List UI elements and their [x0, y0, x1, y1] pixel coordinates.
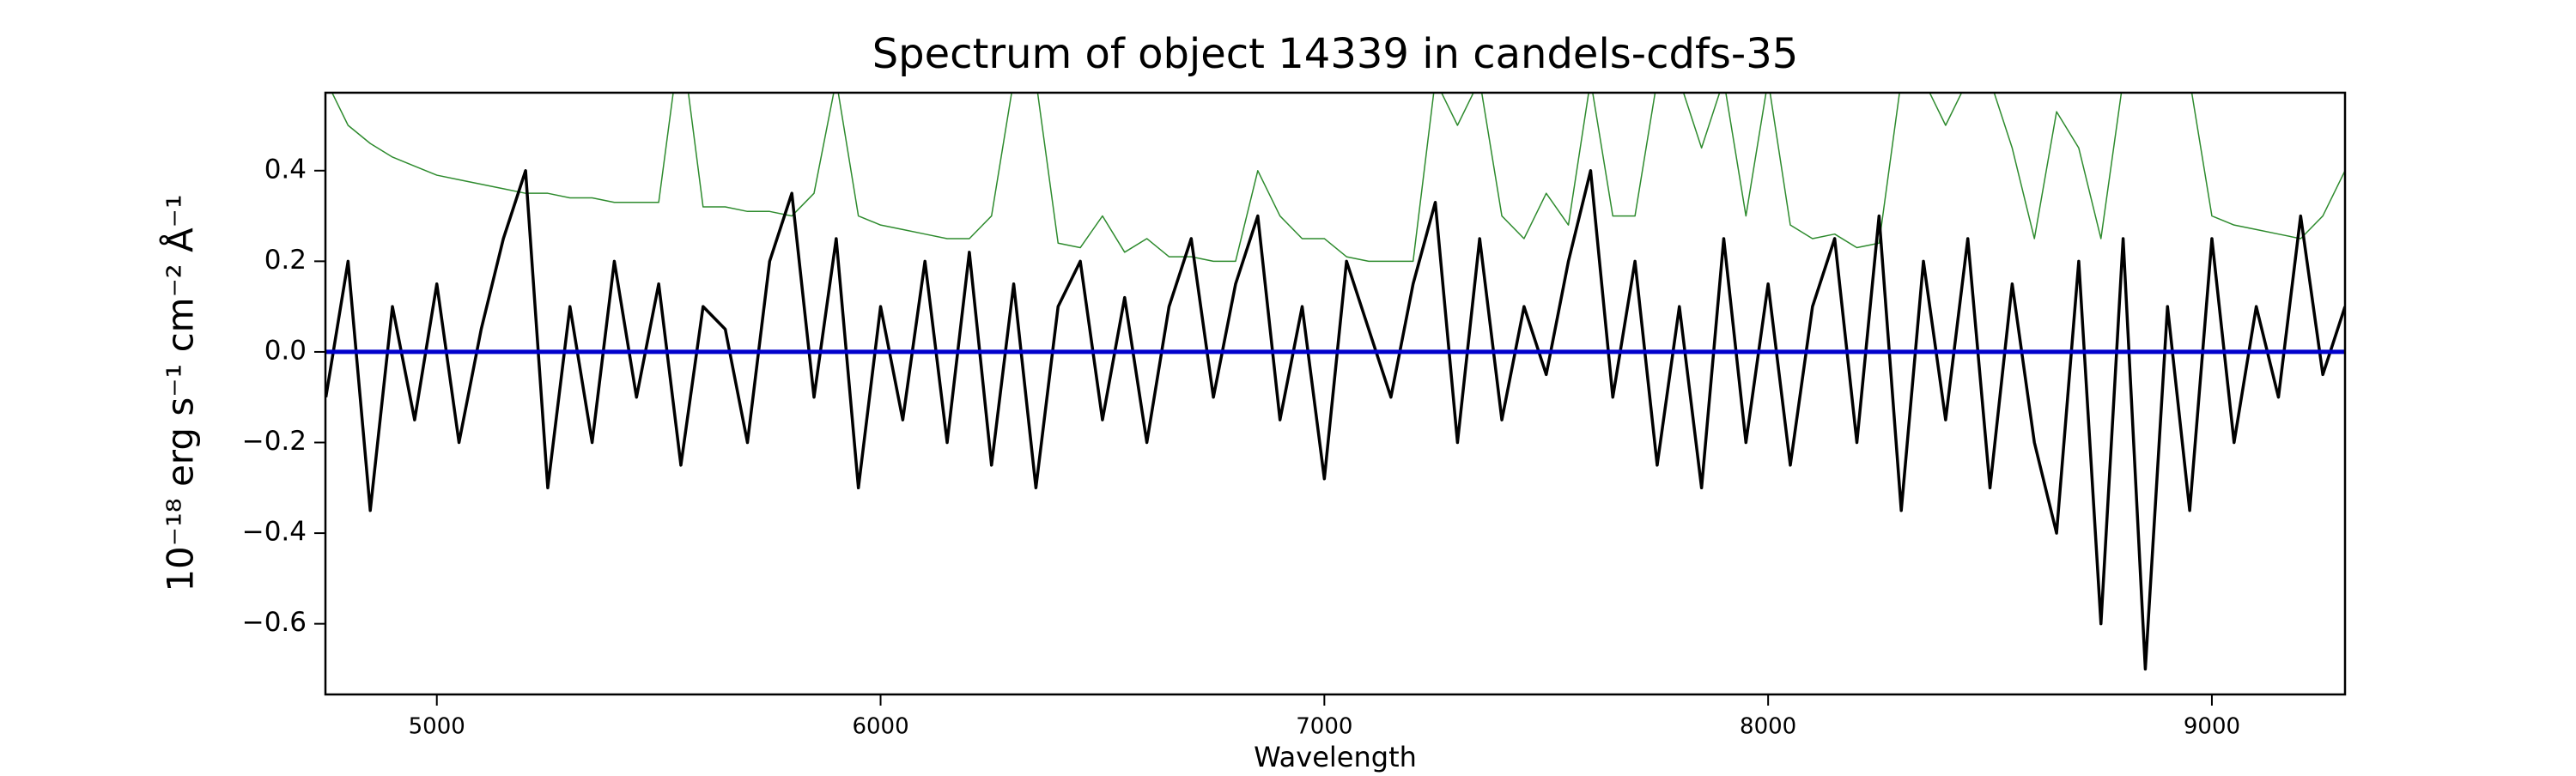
- y-tick-label: −0.6: [242, 607, 307, 638]
- spectrum-line: [331, 93, 2345, 263]
- y-axis-label: 10⁻¹⁸ erg s⁻¹ cm⁻² Å⁻¹: [159, 194, 202, 591]
- axes-frame: [324, 91, 2347, 696]
- x-tick-label: 7000: [1296, 714, 1352, 740]
- y-tick-label: −0.4: [242, 517, 307, 548]
- chart-title: Spectrum of object 14339 in candels-cdfs…: [872, 30, 1799, 78]
- spectrum-line: [325, 169, 2345, 671]
- y-tick-label: 0.2: [264, 245, 307, 276]
- x-tick-label: 5000: [409, 714, 465, 740]
- x-tick-label: 6000: [852, 714, 908, 740]
- x-axis-label: Wavelength: [1254, 741, 1417, 773]
- plot-area: [325, 93, 2345, 671]
- y-tick-label: 0.0: [264, 335, 307, 366]
- x-tick-label: 9000: [2184, 714, 2240, 740]
- x-tick-label: 8000: [1740, 714, 1796, 740]
- y-tick-label: −0.2: [242, 426, 307, 457]
- y-tick-label: 0.4: [264, 154, 307, 185]
